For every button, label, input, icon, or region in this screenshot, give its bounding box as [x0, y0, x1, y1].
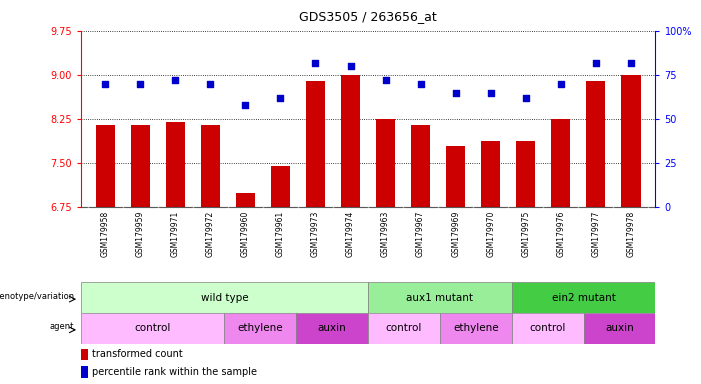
Text: ethylene: ethylene [453, 323, 498, 333]
Point [380, 77, 391, 83]
Bar [583, 313, 655, 344]
Bar [512, 282, 655, 313]
Text: auxin: auxin [318, 323, 346, 333]
Text: GSM179967: GSM179967 [416, 211, 425, 258]
Text: ethylene: ethylene [238, 323, 283, 333]
Bar [81, 366, 88, 377]
Bar [481, 141, 501, 207]
Text: transformed count: transformed count [92, 349, 183, 359]
Bar [95, 125, 115, 207]
Text: GSM179978: GSM179978 [627, 211, 635, 257]
Point [625, 60, 637, 66]
Bar [376, 119, 395, 207]
Point [590, 60, 601, 66]
Text: GSM179958: GSM179958 [101, 211, 109, 257]
Point [100, 81, 111, 87]
Bar [130, 125, 150, 207]
Bar [81, 313, 224, 344]
Text: GSM179974: GSM179974 [346, 211, 355, 258]
Point [310, 60, 321, 66]
Text: GSM179971: GSM179971 [171, 211, 179, 257]
Text: GSM179976: GSM179976 [557, 211, 565, 258]
Text: control: control [135, 323, 170, 333]
Point [205, 81, 216, 87]
Bar [81, 282, 368, 313]
Text: GSM179959: GSM179959 [136, 211, 144, 258]
Point [170, 77, 181, 83]
Point [555, 81, 566, 87]
Bar [368, 313, 440, 344]
Text: wild type: wild type [200, 293, 248, 303]
Text: ein2 mutant: ein2 mutant [552, 293, 615, 303]
Point [135, 81, 146, 87]
Bar [551, 119, 571, 207]
Text: GSM179975: GSM179975 [522, 211, 530, 258]
Bar [200, 125, 220, 207]
Text: control: control [529, 323, 566, 333]
Bar [446, 146, 465, 207]
Bar [621, 75, 641, 207]
Text: GSM179977: GSM179977 [592, 211, 600, 258]
Text: GDS3505 / 263656_at: GDS3505 / 263656_at [299, 10, 437, 23]
Text: GSM179961: GSM179961 [276, 211, 285, 257]
Point [450, 89, 461, 96]
Bar [297, 313, 368, 344]
Text: control: control [386, 323, 422, 333]
Text: GSM179963: GSM179963 [381, 211, 390, 258]
Point [240, 102, 251, 108]
Point [345, 63, 356, 69]
Text: GSM179973: GSM179973 [311, 211, 320, 258]
Point [415, 81, 426, 87]
Text: genotype/variation: genotype/variation [0, 291, 74, 301]
Text: GSM179969: GSM179969 [451, 211, 460, 258]
Text: aux1 mutant: aux1 mutant [407, 293, 473, 303]
Text: GSM179970: GSM179970 [486, 211, 495, 258]
Point [275, 95, 286, 101]
Bar [306, 81, 325, 207]
Text: GSM179972: GSM179972 [206, 211, 215, 257]
Bar [341, 75, 360, 207]
Text: GSM179960: GSM179960 [241, 211, 250, 258]
Bar [411, 125, 430, 207]
Bar [271, 166, 290, 207]
Point [485, 89, 496, 96]
Bar [165, 122, 185, 207]
Text: auxin: auxin [605, 323, 634, 333]
Bar [81, 349, 88, 360]
Bar [586, 81, 606, 207]
Bar [512, 313, 583, 344]
Bar [224, 313, 297, 344]
Text: agent: agent [50, 322, 74, 331]
Point [520, 95, 531, 101]
Bar [440, 313, 512, 344]
Text: percentile rank within the sample: percentile rank within the sample [92, 366, 257, 376]
Bar [368, 282, 512, 313]
Bar [236, 193, 255, 207]
Bar [516, 141, 536, 207]
